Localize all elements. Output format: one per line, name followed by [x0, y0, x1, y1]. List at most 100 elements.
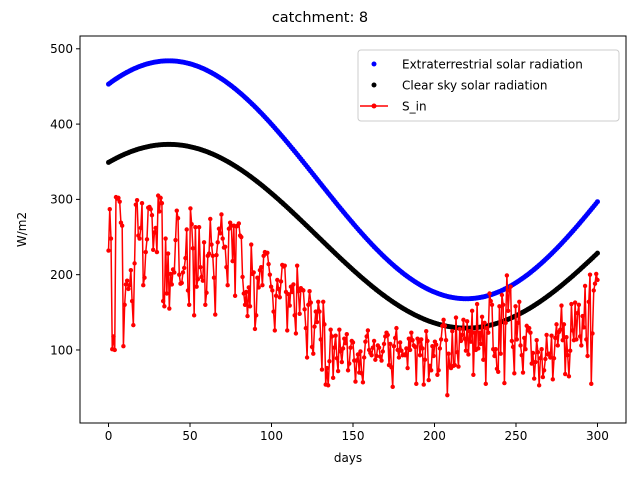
data-point: [127, 283, 132, 288]
data-point: [153, 225, 158, 231]
y-tick-label: 300: [50, 193, 73, 207]
data-point: [258, 264, 264, 270]
data-point: [268, 284, 274, 289]
data-point: [216, 226, 222, 231]
data-point: [350, 340, 356, 345]
data-point: [500, 302, 506, 307]
data-point: [527, 325, 532, 331]
x-axis: 0 50 100 150 200 250 300: [105, 423, 609, 443]
data-point: [209, 242, 214, 247]
data-point: [159, 200, 165, 206]
data-point: [151, 247, 156, 253]
data-point: [348, 345, 353, 350]
data-point: [287, 303, 292, 308]
data-point: [301, 288, 306, 293]
data-point: [126, 286, 131, 292]
data-point: [111, 334, 116, 339]
data-point: [592, 281, 598, 286]
data-point: [424, 328, 429, 334]
data-point: [378, 354, 383, 359]
data-point: [329, 334, 335, 339]
data-point: [158, 195, 163, 201]
data-point: [513, 304, 518, 309]
data-point: [157, 209, 162, 214]
data-point: [338, 349, 343, 354]
data-point: [180, 270, 186, 275]
data-point: [324, 365, 330, 371]
legend-marker: [371, 82, 377, 88]
data-point: [570, 328, 575, 333]
data-point: [251, 270, 256, 275]
data-point: [255, 275, 260, 280]
data-point: [591, 288, 596, 293]
data-point: [389, 365, 394, 370]
data-point: [340, 346, 346, 351]
data-point: [369, 353, 374, 358]
data-point: [436, 368, 441, 373]
data-point: [119, 223, 125, 228]
data-point: [190, 246, 196, 251]
data-point: [163, 236, 168, 241]
data-point: [392, 335, 398, 341]
data-point: [334, 356, 340, 361]
data-point: [443, 337, 449, 343]
data-point: [141, 283, 146, 288]
data-point: [318, 337, 323, 342]
data-point: [220, 236, 225, 241]
data-point: [519, 353, 524, 358]
data-point: [312, 324, 317, 329]
data-point: [210, 253, 215, 259]
data-point: [302, 307, 307, 312]
data-point: [226, 226, 232, 231]
data-point: [550, 377, 555, 382]
data-point: [345, 368, 351, 373]
data-point: [496, 369, 501, 374]
data-point: [270, 288, 275, 293]
data-point: [195, 276, 201, 282]
data-point: [106, 248, 111, 253]
legend-item: Clear sky solar radiation: [371, 78, 548, 92]
data-point: [117, 199, 122, 204]
data-point: [453, 315, 459, 320]
data-point: [412, 344, 418, 350]
data-point: [478, 341, 484, 347]
data-point: [426, 377, 431, 383]
data-point: [483, 381, 488, 387]
data-point: [188, 206, 193, 211]
data-point: [587, 272, 593, 277]
data-point: [164, 291, 170, 296]
data-point: [200, 278, 206, 283]
data-point: [567, 348, 573, 353]
data-point: [512, 371, 517, 376]
data-point: [476, 346, 481, 351]
data-point: [472, 330, 477, 335]
data-point: [555, 343, 560, 348]
data-point: [594, 271, 599, 277]
data-point: [285, 328, 290, 333]
data-point: [544, 332, 549, 338]
data-point: [486, 330, 491, 335]
data-point: [536, 383, 542, 388]
data-point: [498, 351, 503, 356]
data-point: [256, 285, 261, 290]
data-point: [530, 350, 536, 356]
data-point: [240, 274, 245, 280]
data-point: [189, 222, 194, 227]
data-point: [116, 195, 121, 201]
data-point: [563, 371, 568, 377]
data-point: [510, 344, 516, 350]
data-point: [144, 237, 150, 242]
data-point: [575, 310, 580, 316]
data-point: [560, 337, 565, 343]
data-point: [137, 236, 142, 241]
data-point: [134, 197, 140, 203]
data-point: [371, 338, 377, 344]
series-2: [106, 193, 600, 398]
data-point: [499, 292, 505, 298]
data-point: [445, 392, 450, 398]
data-point: [553, 335, 558, 341]
legend-item: Extraterrestrial solar radiation: [371, 57, 583, 71]
data-point: [585, 353, 590, 359]
data-point: [355, 352, 361, 357]
data-point: [497, 304, 502, 309]
